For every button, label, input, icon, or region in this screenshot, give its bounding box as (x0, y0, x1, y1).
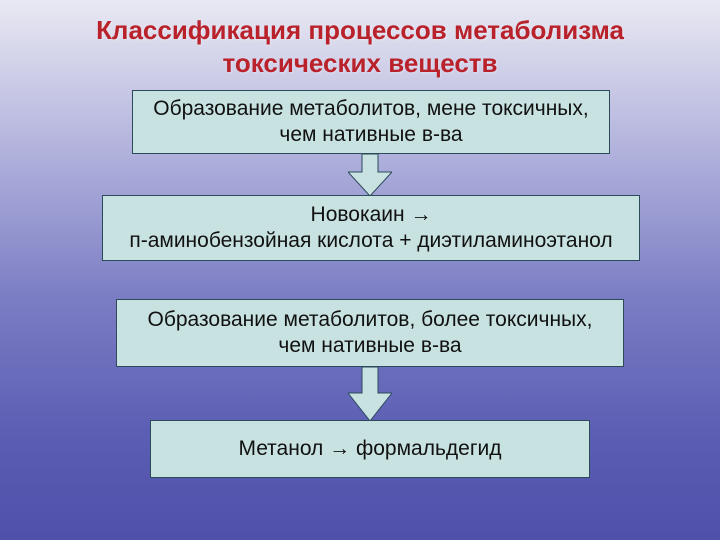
box-less-toxic: Образование метаболитов, мене токсичных,… (132, 90, 610, 154)
box4-line1: Метанол → формальдегид (238, 436, 501, 462)
arrow-down-icon (348, 367, 392, 421)
page-title: Классификация процессов метаболизма токс… (0, 0, 720, 87)
box3-line2: чем нативные в-ва (278, 333, 461, 359)
box-novocaine-example: Новокаин → п-аминобензойная кислота + ди… (102, 195, 640, 261)
title-line2: токсических веществ (0, 47, 720, 80)
box3-line1: Образование метаболитов, более токсичных… (148, 307, 593, 333)
title-line1: Классификация процессов метаболизма (0, 14, 720, 47)
box2-line1: Новокаин → (311, 202, 432, 228)
box-methanol-example: Метанол → формальдегид (150, 420, 590, 478)
box1-line1: Образование метаболитов, мене токсичных, (153, 96, 589, 122)
box2-line2: п-аминобензойная кислота + диэтиламиноэт… (129, 228, 612, 254)
arrow-down-icon (348, 154, 392, 196)
box-more-toxic: Образование метаболитов, более токсичных… (116, 299, 624, 367)
box1-line2: чем нативные в-ва (279, 122, 462, 148)
